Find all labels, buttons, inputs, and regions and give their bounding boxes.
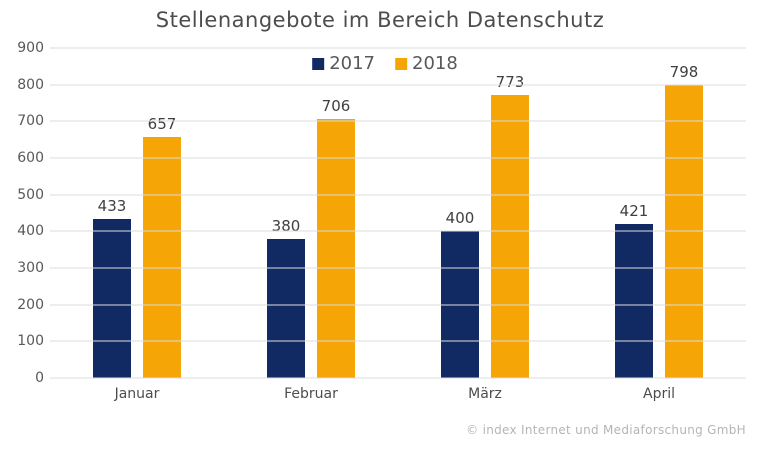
bar-2017-februar [267,238,305,378]
y-tick-label: 400 [17,223,44,240]
gridline [50,84,746,86]
y-tick-label: 200 [17,296,44,313]
legend-label: 2018 [412,53,458,74]
y-tick-label: 800 [17,76,44,93]
bar-wrap: 657 [143,115,181,378]
gridline [50,304,746,306]
bar-value-label: 380 [271,216,301,235]
bar-group: 400 773 [398,48,572,378]
legend-swatch-icon [312,57,325,70]
y-tick-label: 300 [17,260,44,276]
y-tick-label: 0 [35,370,44,386]
gridline [50,377,746,379]
x-tick-label: März [468,386,502,402]
legend-item-2018: 2018 [395,53,458,74]
bar-2018-märz [491,94,529,378]
bar-value-label: 706 [321,97,351,116]
bar-wrap: 798 [665,63,703,378]
y-tick-label: 900 [17,40,44,56]
bar-wrap: 433 [93,197,131,378]
bar-group: 421 798 [572,48,746,378]
x-tick-label: Februar [284,386,338,402]
y-axis: 0 100 200 300 400 500 600 700 800 900 [0,40,44,386]
bar-group: 433 657 [50,48,224,378]
y-tick-label: 100 [17,333,44,350]
gridline [50,47,746,49]
legend: 2017 2018 [312,53,458,74]
copyright-credit: © index Internet und Mediaforschung GmbH [466,423,746,437]
bar-wrap: 400 [441,209,479,378]
y-tick-label: 700 [17,113,44,130]
gridline [50,120,746,122]
bar-group: 380 706 [224,48,398,378]
gridline [50,194,746,196]
x-tick-label: Januar [114,386,160,402]
bar-value-label: 657 [147,115,177,134]
bar-value-label: 421 [619,201,649,220]
x-axis: Januar Februar März April [50,380,746,402]
plot-area: 433 657 380 706 400 773 421 798 [50,47,746,379]
gridline [50,157,746,159]
y-tick-label: 500 [17,186,44,203]
gridline [50,267,746,269]
bar-wrap: 706 [317,97,355,378]
bar-wrap: 380 [267,217,305,378]
y-tick-label: 600 [17,150,44,166]
legend-label: 2017 [329,53,375,74]
gridline [50,230,746,232]
bar-value-label: 433 [97,197,127,216]
legend-item-2017: 2017 [312,53,375,74]
legend-swatch-icon [395,57,407,70]
bar-2017-januar [93,219,131,378]
chart-title: Stellenangebote im Bereich Datenschutz [155,8,605,32]
bar-2018-januar [143,137,181,378]
bars-layer: 433 657 380 706 400 773 421 798 [50,48,746,378]
bar-2018-februar [317,119,355,378]
x-tick-label: April [643,386,675,402]
bar-value-label: 773 [495,72,525,91]
gridline [50,340,746,342]
bar-2017-april [615,223,653,378]
bar-wrap: 421 [615,202,653,378]
bar-value-label: 400 [445,209,475,228]
bar-wrap: 773 [491,73,529,378]
bar-value-label: 798 [669,63,699,82]
